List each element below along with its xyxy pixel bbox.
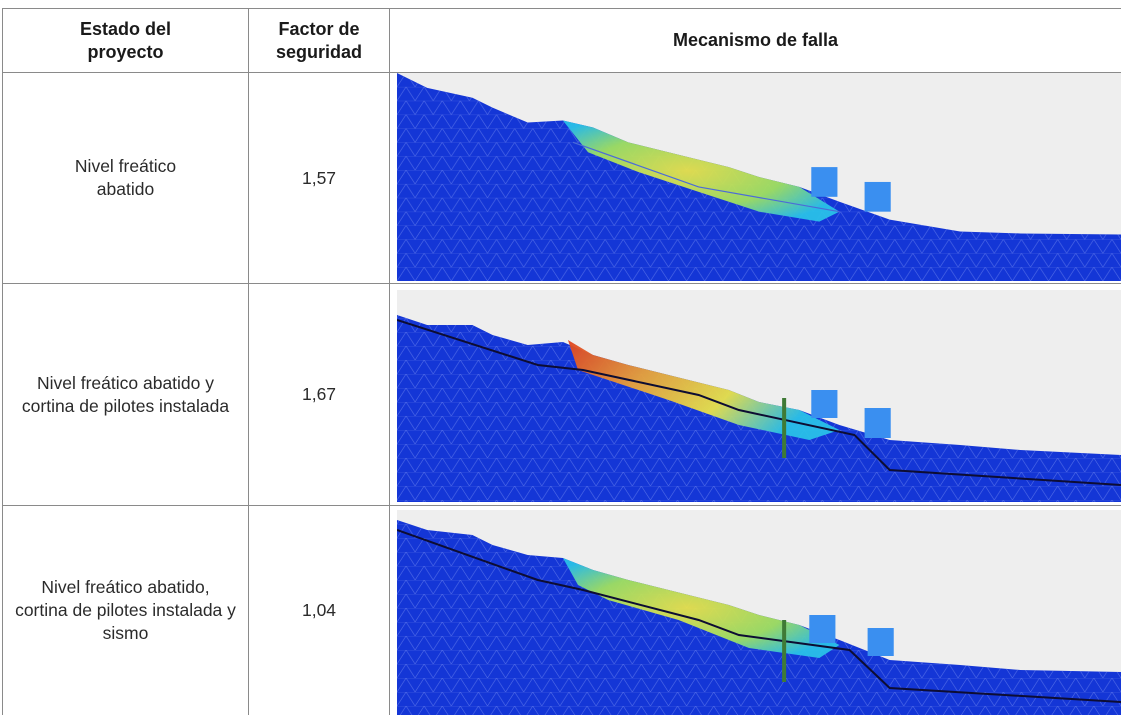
row2-slope-mesh-figure: [397, 290, 1121, 502]
row2-estado-text: Nivel freático abatido y cortina de pilo…: [21, 372, 230, 416]
row-divider-1: [2, 283, 1121, 284]
row1-factor: 1,57: [249, 73, 389, 283]
row2-estado: Nivel freático abatido y cortina de pilo…: [3, 284, 248, 505]
row3-factor: 1,04: [249, 506, 389, 715]
row1-estado: Nivel freático abatido: [3, 73, 248, 283]
header-mecanismo: Mecanismo de falla: [390, 9, 1121, 72]
header-estado: Estado del proyecto: [3, 9, 248, 72]
row3-estado: Nivel freático abatido, cortina de pilot…: [3, 506, 248, 715]
row3-slope-mesh-figure: [397, 510, 1121, 715]
header-factor: Factor de seguridad: [249, 9, 389, 72]
row3-estado-text: Nivel freático abatido, cortina de pilot…: [15, 577, 236, 643]
header-mecanismo-text: Mecanismo de falla: [672, 30, 839, 50]
row1-failure-mechanism-image: [397, 73, 1121, 281]
comparison-table: Estado del proyecto Factor de seguridad …: [2, 8, 1121, 715]
row2-factor: 1,67: [249, 284, 389, 505]
header-divider: [2, 72, 1121, 73]
row1-factor-value: 1,57: [301, 167, 337, 188]
row1-estado-text: Nivel freático abatido: [74, 156, 177, 199]
column-divider-2: [248, 8, 249, 715]
row3-failure-mechanism-image: [397, 510, 1121, 715]
column-divider-1: [2, 8, 3, 715]
row1-slope-mesh-figure: [397, 73, 1121, 281]
row3-factor-value: 1,04: [301, 600, 337, 620]
header-factor-text: Factor de seguridad: [275, 18, 363, 62]
row2-failure-mechanism-image: [397, 290, 1121, 502]
table-top-border: [2, 8, 1121, 9]
header-estado-text: Estado del proyecto: [79, 18, 172, 62]
row-divider-2: [2, 505, 1121, 506]
column-divider-3: [389, 8, 390, 715]
row2-factor-value: 1,67: [301, 384, 337, 404]
